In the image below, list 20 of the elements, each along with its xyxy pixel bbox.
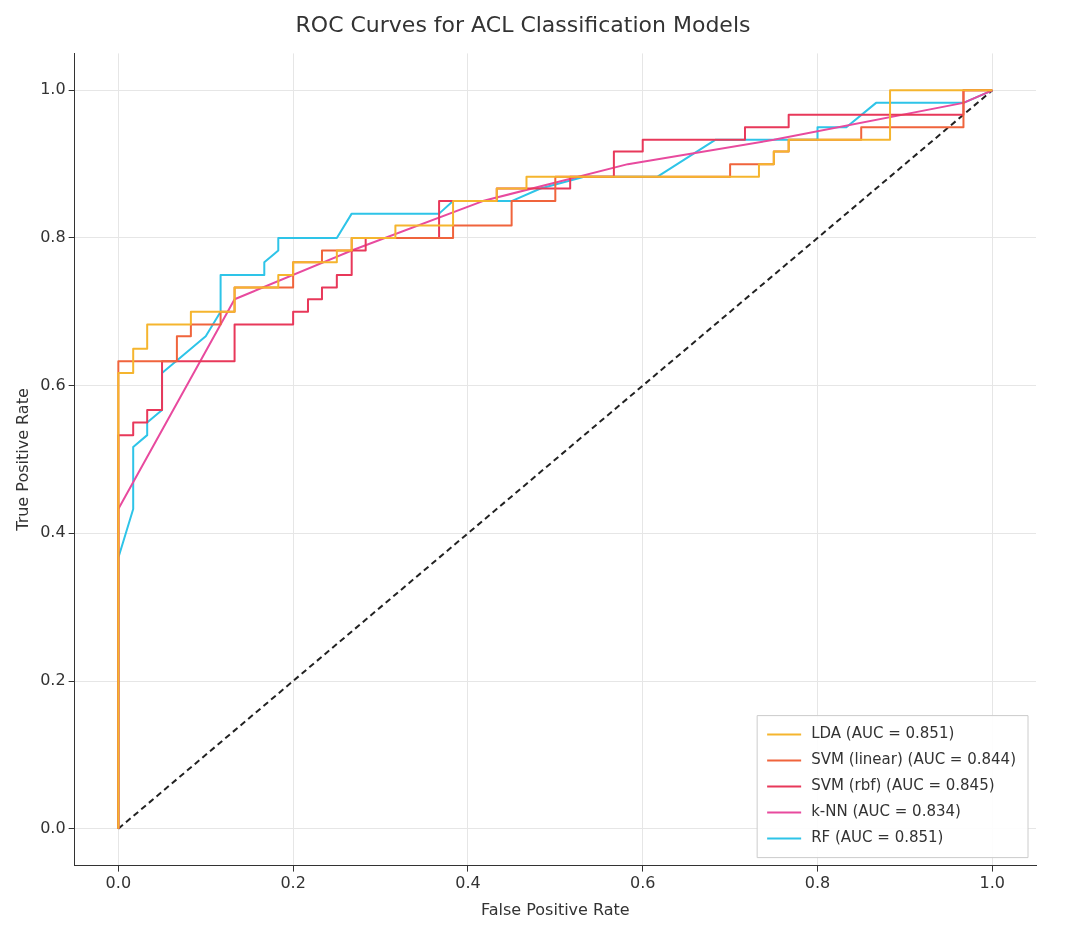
legend-label: SVM (rbf) (AUC = 0.845) bbox=[811, 776, 995, 795]
x-tick-label: 0.8 bbox=[804, 873, 831, 893]
x-tick-label: 0.0 bbox=[105, 873, 132, 893]
y-tick-label: 0.0 bbox=[40, 817, 66, 837]
y-tick-label: 0.6 bbox=[40, 374, 66, 394]
x-tick-label: 0.4 bbox=[455, 873, 481, 893]
x-tick-label: 0.2 bbox=[280, 873, 306, 893]
x-tick-label: 1.0 bbox=[979, 873, 1006, 893]
y-tick-label: 0.8 bbox=[40, 227, 66, 247]
legend-label: k-NN (AUC = 0.834) bbox=[811, 802, 961, 821]
y-tick-label: 0.4 bbox=[40, 522, 66, 542]
legend-label: LDA (AUC = 0.851) bbox=[811, 724, 955, 743]
legend-label: RF (AUC = 0.851) bbox=[811, 828, 944, 847]
legend-label: SVM (linear) (AUC = 0.844) bbox=[811, 750, 1016, 769]
x-axis-title: False Positive Rate bbox=[480, 899, 630, 919]
y-tick-label: 1.0 bbox=[40, 79, 66, 99]
x-tick-label: 0.6 bbox=[629, 873, 656, 893]
y-axis-title: True Positive Rate bbox=[12, 388, 32, 532]
y-tick-label: 0.2 bbox=[40, 670, 66, 690]
chart-title: ROC Curves for ACL Classification Models bbox=[295, 11, 751, 37]
